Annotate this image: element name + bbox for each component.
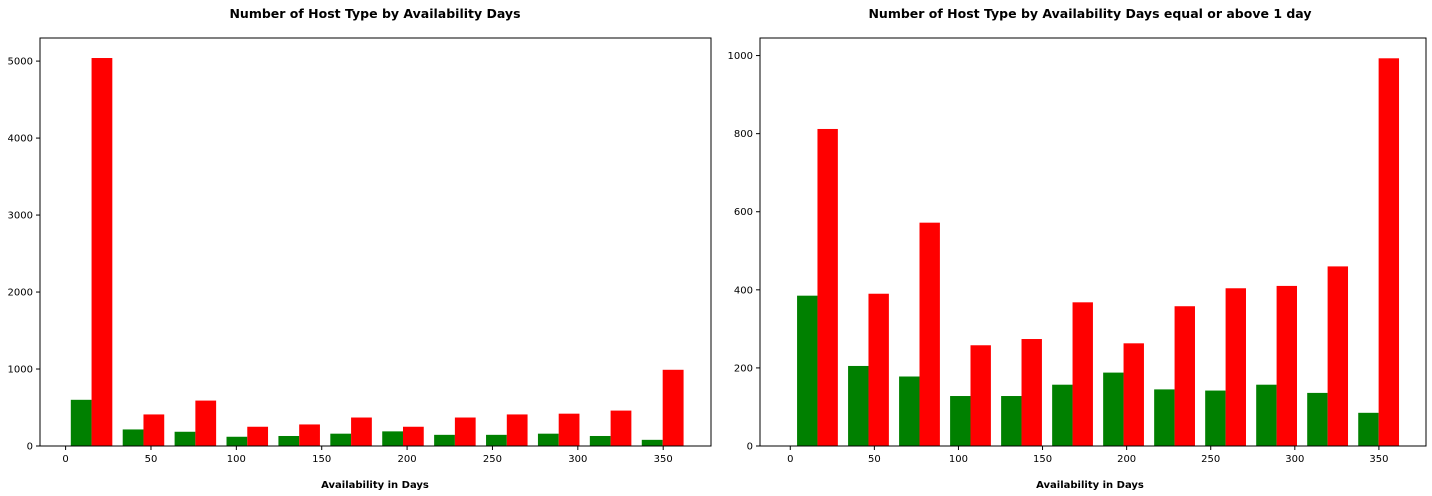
bar-left-series-0-bin-9 xyxy=(537,433,559,446)
y-tick-label-right-400: 400 xyxy=(734,285,753,296)
bar-right-series-1-bin-3 xyxy=(970,345,991,446)
bar-left-series-0-bin-8 xyxy=(486,434,507,446)
bar-left-series-0-bin-11 xyxy=(641,439,663,446)
bar-left-series-1-bin-5 xyxy=(351,417,372,446)
y-tick-label-right-800: 800 xyxy=(734,129,753,140)
bar-right-series-0-bin-9 xyxy=(1256,384,1277,446)
bar-right-series-1-bin-9 xyxy=(1276,285,1297,446)
bar-right-series-0-bin-8 xyxy=(1205,390,1226,446)
x-tick-label-right-150: 150 xyxy=(1033,454,1052,465)
y-tick-label-right-0: 0 xyxy=(747,442,753,453)
chart-left-x-ticks: 0 50 100 150 200 250 300 350 xyxy=(62,446,673,465)
bar-right-series-0-bin-11 xyxy=(1358,412,1379,446)
bar-left-series-0-bin-7 xyxy=(434,434,455,446)
y-tick-label-right-1000: 1000 xyxy=(728,51,753,62)
bar-right-series-0-bin-0 xyxy=(797,295,818,446)
bar-left-series-1-bin-9 xyxy=(558,413,580,446)
x-tick-label-left-250: 250 xyxy=(483,454,502,465)
chart-left-axes-frame xyxy=(39,37,712,447)
bar-left-series-1-bin-2 xyxy=(195,400,217,446)
y-tick-label-left-4000: 4000 xyxy=(8,134,33,145)
bar-left-series-0-bin-0 xyxy=(70,399,92,446)
y-tick-label-left-2000: 2000 xyxy=(8,288,33,299)
bar-left-series-1-bin-6 xyxy=(402,426,424,446)
chart-left-title: Number of Host Type by Availability Days xyxy=(229,6,520,21)
bar-left-series-1-bin-0 xyxy=(91,58,113,447)
x-tick-label-left-350: 350 xyxy=(654,454,673,465)
bar-right-series-0-bin-1 xyxy=(848,365,869,446)
bar-right-series-1-bin-0 xyxy=(817,128,838,446)
y-tick-label-left-5000: 5000 xyxy=(8,57,33,68)
chart-right: Number of Host Type by Availability Days… xyxy=(728,6,1427,491)
x-tick-label-left-200: 200 xyxy=(398,454,417,465)
chart-left-x-axis-label: Availability in Days xyxy=(321,480,429,491)
bar-right-series-0-bin-7 xyxy=(1154,389,1175,446)
bar-left-series-0-bin-1 xyxy=(122,429,144,446)
bar-right-series-1-bin-5 xyxy=(1072,302,1093,446)
bar-left-series-1-bin-3 xyxy=(247,426,269,446)
x-tick-label-left-0: 0 xyxy=(62,454,68,465)
bar-right-series-0-bin-5 xyxy=(1052,384,1073,446)
y-tick-label-left-1000: 1000 xyxy=(8,365,33,376)
bar-left-series-1-bin-4 xyxy=(299,424,320,446)
bar-right-series-0-bin-6 xyxy=(1103,372,1124,446)
bar-left-series-0-bin-5 xyxy=(330,433,352,446)
bar-left-series-1-bin-10 xyxy=(610,410,632,446)
bar-left-series-0-bin-6 xyxy=(382,431,403,446)
y-tick-label-left-0: 0 xyxy=(27,442,33,453)
bar-left-series-1-bin-8 xyxy=(506,414,528,446)
x-tick-label-right-0: 0 xyxy=(787,454,793,465)
bar-left-series-1-bin-11 xyxy=(662,369,684,446)
bar-left-series-1-bin-7 xyxy=(454,417,476,446)
y-tick-label-right-600: 600 xyxy=(734,207,753,218)
chart-right-axes-frame xyxy=(759,37,1427,447)
chart-left-y-ticks: 0 1000 2000 3000 4000 5000 xyxy=(8,57,40,453)
bar-left-series-1-bin-1 xyxy=(143,414,165,446)
bar-left-series-0-bin-4 xyxy=(278,435,300,446)
bar-right-series-1-bin-10 xyxy=(1327,266,1349,446)
chart-left: Number of Host Type by Availability Days… xyxy=(8,6,712,491)
y-tick-label-right-200: 200 xyxy=(734,363,753,374)
bar-right-series-1-bin-8 xyxy=(1225,288,1246,446)
bar-left-series-0-bin-10 xyxy=(589,435,611,446)
bar-left-series-0-bin-3 xyxy=(226,436,248,446)
x-tick-label-right-200: 200 xyxy=(1117,454,1136,465)
chart-left-bars xyxy=(70,58,684,447)
bar-right-series-0-bin-10 xyxy=(1307,392,1328,446)
x-tick-label-left-100: 100 xyxy=(227,454,246,465)
bar-right-series-0-bin-3 xyxy=(950,396,971,446)
x-tick-label-right-300: 300 xyxy=(1285,454,1304,465)
bar-right-series-1-bin-2 xyxy=(919,222,940,446)
bar-left-series-0-bin-2 xyxy=(174,431,196,446)
bar-right-series-1-bin-4 xyxy=(1021,339,1042,446)
x-tick-label-right-350: 350 xyxy=(1369,454,1388,465)
x-tick-label-left-300: 300 xyxy=(568,454,587,465)
bar-right-series-1-bin-11 xyxy=(1378,58,1400,447)
chart-right-bars xyxy=(797,58,1400,447)
bar-right-series-1-bin-6 xyxy=(1123,343,1144,446)
x-tick-label-left-150: 150 xyxy=(312,454,331,465)
x-tick-label-right-50: 50 xyxy=(868,454,881,465)
x-tick-label-right-250: 250 xyxy=(1201,454,1220,465)
bar-right-series-0-bin-2 xyxy=(899,376,920,446)
chart-right-x-axis-label: Availability in Days xyxy=(1036,480,1144,491)
bar-right-series-0-bin-4 xyxy=(1001,396,1022,446)
chart-right-x-ticks: 0 50 100 150 200 250 300 350 xyxy=(787,446,1388,465)
chart-right-title: Number of Host Type by Availability Days… xyxy=(868,6,1311,21)
bar-right-series-1-bin-1 xyxy=(868,293,889,446)
y-tick-label-left-3000: 3000 xyxy=(8,211,33,222)
x-tick-label-right-100: 100 xyxy=(949,454,968,465)
bar-right-series-1-bin-7 xyxy=(1174,306,1195,446)
x-tick-label-left-50: 50 xyxy=(145,454,158,465)
chart-right-y-ticks: 0 200 400 600 800 1000 xyxy=(728,51,760,453)
